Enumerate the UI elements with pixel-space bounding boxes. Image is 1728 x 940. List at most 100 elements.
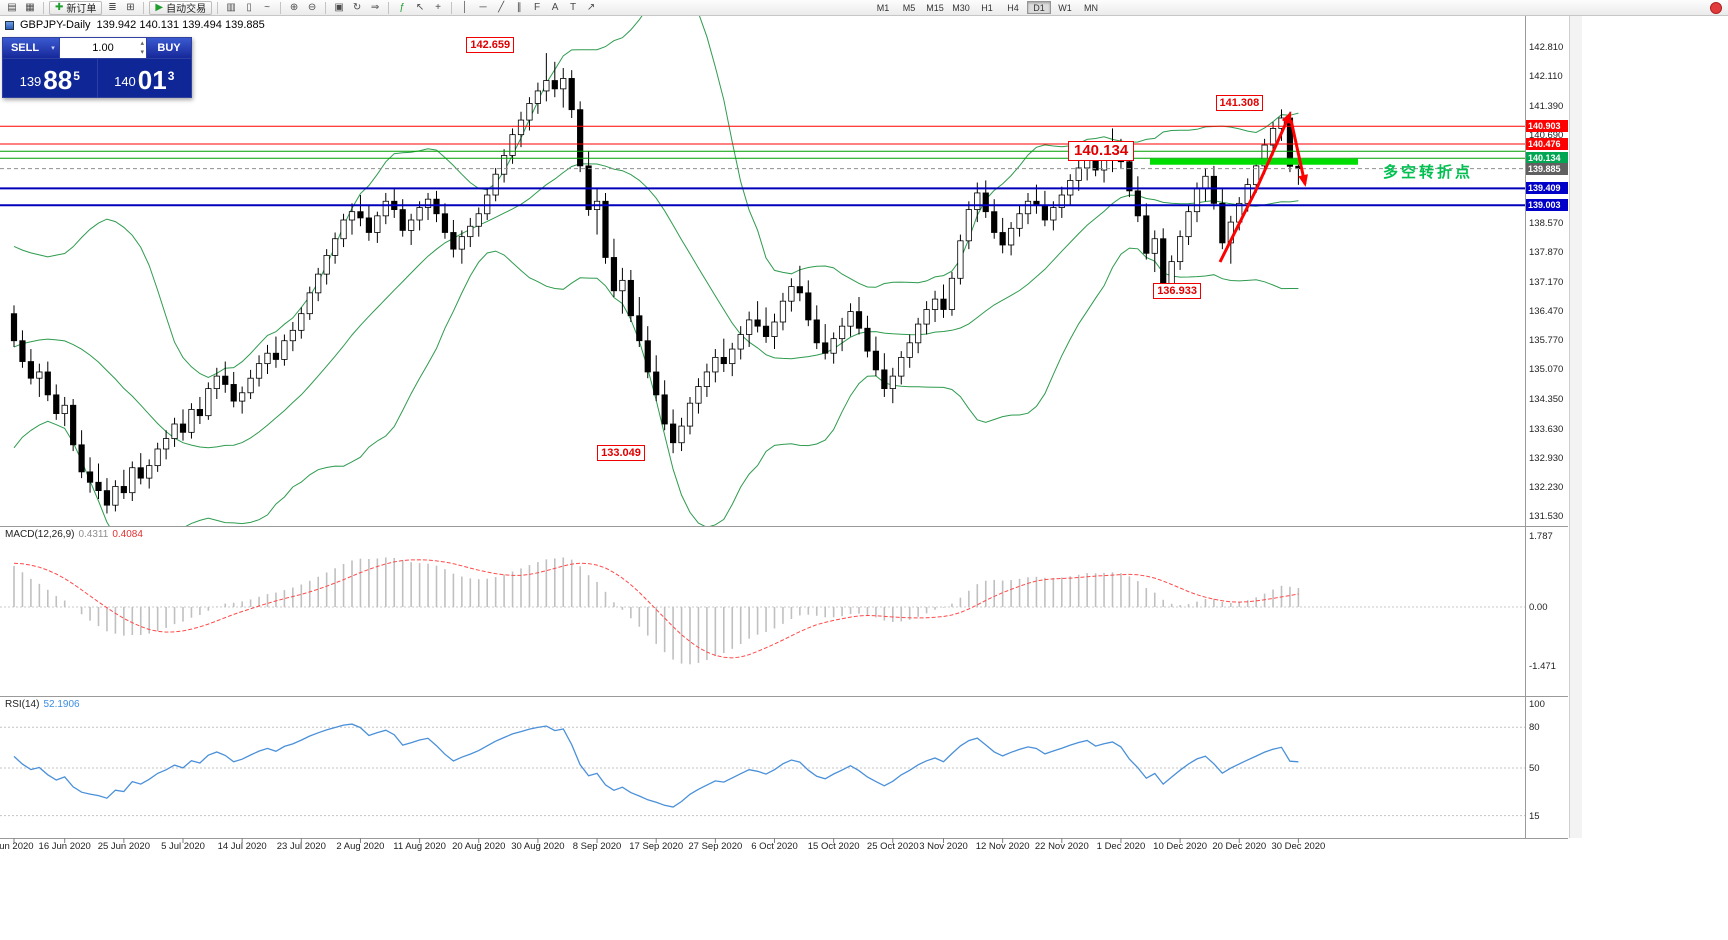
toolbar-separator [280,1,282,14]
price-tick: 136.470 [1529,305,1564,317]
timeframe-d1[interactable]: D1 [1027,1,1051,14]
buy-button[interactable]: BUY [147,38,191,58]
price-tick: 138.570 [1529,218,1564,230]
date-label: 16 Jun 2020 [38,841,91,852]
new-order-button-label: 新订单 [66,4,97,15]
arrow-icon-glyph: ↗ [586,2,596,13]
timeframe-mn[interactable]: MN [1084,2,1098,13]
timeframe-w1[interactable]: W1 [1058,2,1072,13]
volume-down-icon[interactable]: ▾ [140,49,144,56]
zoom-in-icon[interactable]: ⊕ [285,1,303,15]
timeframe-m1[interactable]: M1 [876,2,890,13]
trendline-icon-glyph: ╱ [498,2,505,13]
date-label: 11 Aug 2020 [393,841,446,852]
date-label: 25 Oct 2020 [866,841,919,852]
price-callout[interactable]: 133.049 [597,445,645,462]
notification-icon[interactable] [1710,2,1722,14]
timeframe-m15[interactable]: M15 [926,2,944,13]
line-chart-icon[interactable]: ~ [258,1,276,15]
price-tick: 133.630 [1529,423,1564,435]
indicators-icon-glyph: ƒ [399,2,405,13]
channel-icon[interactable]: ∥ [510,1,528,15]
price-tick: 135.070 [1529,364,1564,376]
date-label: Jun 2020 [0,841,34,852]
bid-big-digits: 88 [43,65,73,95]
toolbar-separator [217,1,219,14]
main-chart-panel[interactable] [0,0,1525,563]
timeframe-h1[interactable]: H1 [981,2,993,13]
zoom-out-icon-glyph: ⊖ [307,2,317,13]
market-watch-icon[interactable]: ≣ [103,1,121,15]
auto-scroll-icon[interactable]: ↻ [348,1,366,15]
rsi-axis-tick: 50 [1529,763,1540,774]
vertical-scrollbar[interactable] [1569,16,1582,838]
timeframe-h4[interactable]: H4 [1007,2,1019,13]
price-marker-box: 140.476 [1526,137,1568,150]
chart-shift-icon[interactable]: ⇒ [366,1,384,15]
volume-input[interactable]: 1.00 ▴ ▾ [60,38,147,58]
macd-panel[interactable] [0,557,1525,665]
timeframe-m30[interactable]: M30 [952,2,970,13]
date-label: 14 Jul 2020 [217,841,267,852]
date-axis[interactable]: Jun 2020 16 Jun 2020 25 Jun 2020 5 Jul 2020… [0,841,1568,855]
price-callout[interactable]: 141.308 [1215,95,1264,112]
bar-chart-icon[interactable]: ▥ [222,1,240,15]
crosshair-icon[interactable]: + [429,1,447,15]
cursor-icon[interactable]: ↖ [411,1,429,15]
timeframe-m5[interactable]: M5 [902,2,916,13]
bid-price[interactable]: 139 88 5 [3,59,98,97]
zoom-out-icon[interactable]: ⊖ [303,1,321,15]
candle-chart-icon[interactable]: ▯ [240,1,258,15]
toolbar: ▤ ▦ ✚ 新订单 ≣ ⊞ ▶ 自动交易 ▥ ▯ ~ ⊕ ⊖ ▣ ↻ ⇒ ƒ ↖ + │ ─ ╱ ∥ F A T ↗ [0,0,1728,16]
date-label: 6 Oct 2020 [751,841,798,852]
horizontal-line-icon[interactable]: ─ [474,1,492,15]
text-icon[interactable]: A [546,1,564,15]
price-tick: 137.870 [1529,247,1564,259]
date-label: 20 Aug 2020 [452,841,506,852]
date-label: 8 Sep 2020 [572,841,622,852]
date-label: 27 Sep 2020 [688,841,743,852]
price-tick: 142.110 [1529,70,1563,82]
channel-icon-glyph: ∥ [516,2,522,13]
price-tick: 141.390 [1529,100,1564,112]
price-callout[interactable]: 142.659 [466,37,515,54]
label-icon[interactable]: T [564,1,582,15]
volume-up-icon[interactable]: ▴ [140,40,144,47]
toolbar-separator [451,1,453,14]
auto-scroll-icon-glyph: ↻ [352,2,362,13]
terminal-icon-glyph: ⊞ [126,2,135,13]
ask-price[interactable]: 140 01 3 [98,59,192,97]
price-tick: 132.930 [1529,453,1564,465]
trend-arrow[interactable] [1218,111,1292,263]
vertical-line-icon[interactable]: │ [456,1,474,15]
rsi-axis-tick: 15 [1529,810,1540,822]
arrow-icon[interactable]: ↗ [582,1,600,15]
profiles-icon[interactable]: ▦ [21,1,39,15]
macd-axis-tick: 0.00 [1529,602,1548,613]
trend-arrow[interactable] [1289,119,1308,187]
price-callout[interactable]: 136.933 [1153,283,1201,300]
indicators-icon[interactable]: ƒ [393,1,411,15]
toolbar-separator [325,1,327,14]
volume-dropdown-caret-icon[interactable]: ▾ [47,38,60,58]
terminal-icon[interactable]: ⊞ [121,1,139,15]
price-callout[interactable]: 140.134 [1068,141,1135,162]
date-label: 1 Dec 2020 [1096,841,1146,852]
price-axis[interactable]: 142.810 142.110 141.390 140.690 138.570 137.8… [1526,0,1568,940]
autotrading-button[interactable]: ▶ 自动交易 [149,0,213,15]
cursor-icon-glyph: ↖ [415,2,425,13]
charts-window-icon[interactable]: ▤ [3,1,21,15]
one-click-trading-panel: SELL ▾ 1.00 ▴ ▾ BUY 139 88 5 140 01 3 [2,37,192,98]
rsi-panel[interactable] [0,723,1525,817]
sell-button[interactable]: SELL [3,38,47,58]
trendline-icon[interactable]: ╱ [492,1,510,15]
date-label: 5 Jul 2020 [161,841,205,852]
tile-windows-icon[interactable]: ▣ [330,1,348,15]
toolbar-separator [388,1,390,14]
fibonacci-icon[interactable]: F [528,1,546,15]
new-order-glyph: ✚ [55,2,64,13]
horizontal-line-icon-glyph: ─ [479,2,487,13]
new-order-button[interactable]: ✚ 新订单 [49,0,103,15]
trade-panel-prices: 139 88 5 140 01 3 [3,59,191,97]
